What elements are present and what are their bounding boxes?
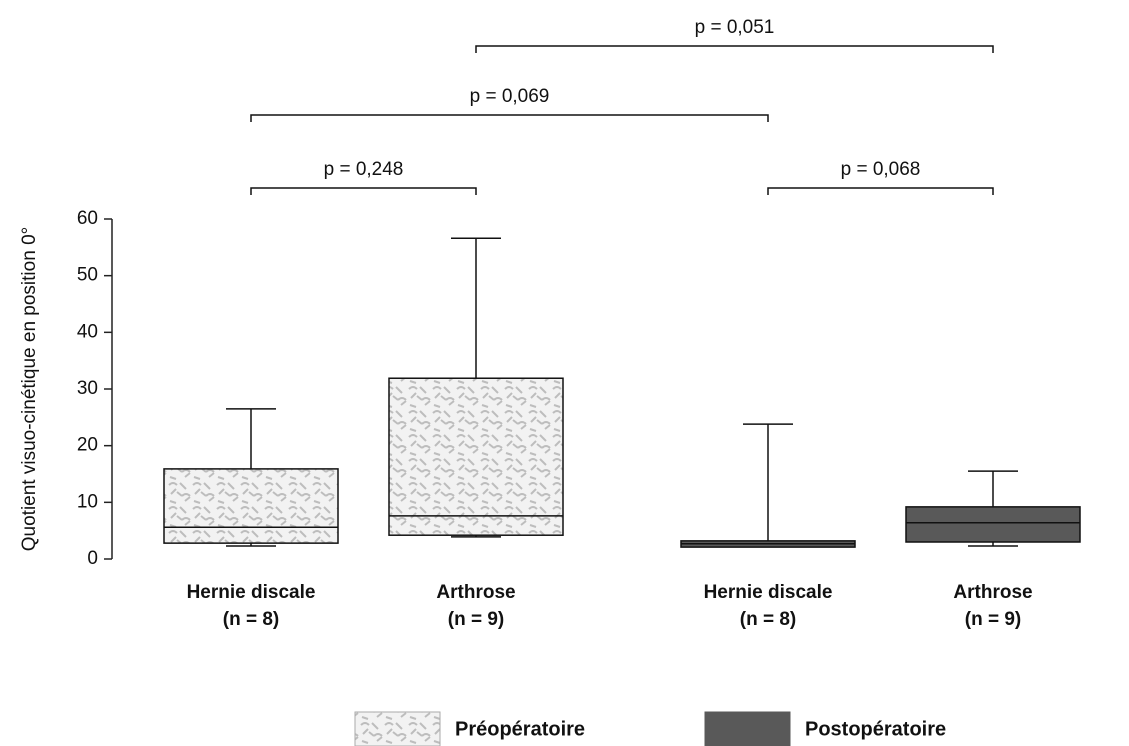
p-value: p = 0,068 bbox=[841, 159, 921, 180]
y-axis-label: Quotient visuo-cinétique en position 0° bbox=[19, 227, 40, 551]
legend-label: Préopératoire bbox=[455, 718, 585, 740]
x-tick-label: Hernie discale bbox=[704, 582, 833, 603]
significance-bracket bbox=[767, 187, 994, 195]
x-tick-label: Arthrose bbox=[436, 582, 515, 603]
p-value: p = 0,248 bbox=[324, 159, 404, 180]
y-tick-label: 40 bbox=[77, 321, 98, 342]
legend-swatch bbox=[704, 711, 791, 746]
sample-size: (n = 8) bbox=[740, 609, 796, 630]
sample-size: (n = 8) bbox=[223, 609, 279, 630]
p-value: p = 0,069 bbox=[470, 86, 550, 107]
x-tick-label: Hernie discale bbox=[187, 582, 316, 603]
sample-size: (n = 9) bbox=[448, 609, 504, 630]
p-value: p = 0,051 bbox=[695, 17, 775, 38]
y-tick-label: 50 bbox=[77, 265, 98, 286]
significance-bracket bbox=[250, 114, 769, 122]
box bbox=[905, 506, 1081, 543]
x-tick-label: Arthrose bbox=[953, 582, 1032, 603]
y-tick-label: 10 bbox=[77, 491, 98, 512]
significance-bracket bbox=[250, 187, 477, 195]
legend-swatch bbox=[354, 711, 441, 746]
y-tick-label: 20 bbox=[77, 435, 98, 456]
y-tick-label: 60 bbox=[77, 208, 98, 229]
significance-bracket bbox=[475, 45, 994, 53]
y-tick-label: 30 bbox=[77, 378, 98, 399]
y-tick-label: 0 bbox=[87, 548, 98, 569]
sample-size: (n = 9) bbox=[965, 609, 1021, 630]
legend-label: Postopératoire bbox=[805, 718, 946, 740]
box bbox=[163, 468, 339, 544]
box bbox=[388, 377, 564, 536]
